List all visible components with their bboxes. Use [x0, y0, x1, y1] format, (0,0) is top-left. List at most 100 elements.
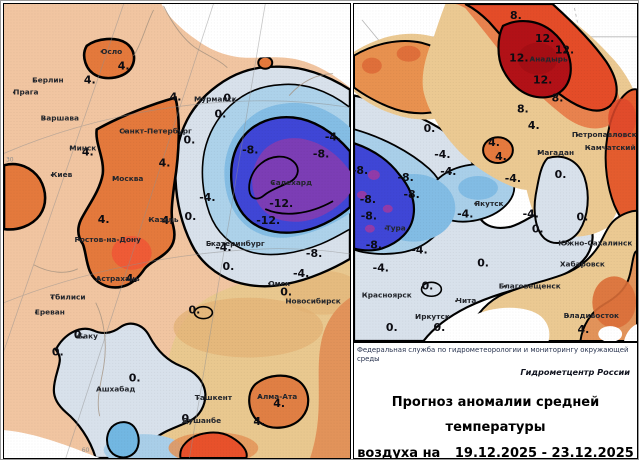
- contour-value-label: 0.: [434, 321, 446, 334]
- contour-value-label: 0.: [184, 133, 196, 146]
- contour-value-label: -8.: [398, 171, 414, 184]
- city-marker-dot: [258, 395, 261, 399]
- left-coastline-layer: [33, 5, 334, 417]
- city-label: Южно-Сахалинск: [558, 239, 632, 248]
- contour-value-label: -8.: [354, 164, 368, 177]
- city-label: Чита: [456, 296, 476, 305]
- city-marker-dot: [566, 314, 570, 318]
- contour-value-label: -8.: [313, 147, 329, 160]
- contour-value-label: -8.: [366, 239, 382, 252]
- contour-value-label: -8.: [306, 247, 322, 260]
- city-marker-dot: [415, 315, 418, 319]
- contour-value-label: -4.: [523, 208, 539, 221]
- contour-value-label: 4.: [495, 150, 507, 163]
- right-city-labels-layer: Анадырь Петропавловск Камчатский Магадан Яку…: [362, 55, 637, 321]
- city-label: Берлин: [32, 76, 64, 85]
- city-label: Прага: [13, 88, 38, 97]
- contour-value-label: 4.: [528, 119, 540, 132]
- city-label: Омск: [268, 279, 290, 288]
- city-marker-dot: [272, 181, 275, 185]
- contour-value-label: 0.: [577, 211, 589, 224]
- left-map-panel: 4. 4. 4. 4. 4. 0. 0. 0. -4. -8. -8. -4. -12. -12. 0. 4.…: [3, 3, 351, 459]
- city-label: Благовещенск: [499, 281, 561, 290]
- city-label: Салехард: [270, 178, 312, 187]
- city-label: Баку: [78, 332, 99, 341]
- contour-value-label: 4.: [82, 145, 94, 158]
- city-label: Мурманск: [194, 95, 237, 104]
- left-city-labels-layer: Осло Берлин Прага Варшава Минск Санкт-Петербу…: [12, 47, 341, 425]
- city-marker-dot: [97, 277, 100, 280]
- city-label: Анадырь: [530, 55, 569, 64]
- city-marker-dot: [148, 218, 151, 221]
- city-marker-dot: [364, 293, 367, 297]
- left-meridian-labels-layer: 30 60: [6, 156, 90, 454]
- city-label: Ереван: [35, 308, 65, 317]
- contour-value-label: 4.: [98, 213, 110, 226]
- city-label: Ташкент: [195, 393, 233, 402]
- city-marker-dot: [576, 133, 579, 137]
- city-label: Тбилиси: [50, 293, 85, 302]
- contour-value-label: 0.: [189, 304, 201, 317]
- contour-value-label: 4.: [273, 397, 285, 410]
- contour-value-label: -4.: [199, 191, 215, 204]
- contour-value-label: 4.: [159, 156, 171, 169]
- contour-value-label: 0.: [386, 321, 398, 334]
- contour-value-label: 4.: [170, 91, 182, 104]
- city-label: Киев: [51, 170, 72, 179]
- contour-value-label: 12.: [555, 44, 574, 57]
- city-label: Камчатский: [585, 143, 636, 152]
- city-label: Москва: [112, 174, 143, 183]
- city-marker-dot: [98, 388, 102, 391]
- contour-value-label: 8.: [552, 91, 564, 104]
- right-contour-labels-layer: 8.12.12.12.12.8.8.4.0.4.-4.4.-8.-4.0.-8.…: [354, 9, 589, 336]
- city-marker-dot: [384, 227, 387, 230]
- city-label: Хабаровск: [560, 259, 605, 268]
- city-label: Варшава: [41, 113, 79, 122]
- city-label: Санкт-Петербург: [119, 126, 192, 135]
- right-map-panel: 8.12.12.12.12.8.8.4.0.4.-4.4.-8.-4.0.-8.…: [353, 3, 638, 342]
- contour-value-label: 4.: [118, 60, 130, 73]
- city-marker-dot: [288, 300, 291, 303]
- contour-value-label: 0.: [280, 286, 292, 299]
- city-marker-dot: [538, 151, 541, 155]
- city-marker-dot: [32, 79, 36, 82]
- left-map-svg: 4.4.4.4.4.0.0.0. -4.-8. -8.-4. -12.-12.0.4.…: [4, 4, 350, 458]
- meridian-label: 60: [82, 447, 90, 454]
- contour-value-label: -4.: [373, 261, 389, 274]
- city-marker-dot: [561, 263, 565, 266]
- left-contour-labels-layer: 4.4.4.4.4.0.0.0. -4.-8. -8.-4. -12.-12.0.4.…: [52, 60, 341, 428]
- right-map-svg: 8.12.12.12.12.8.8.4.0.4.-4.4.-8.-4.0.-8.…: [354, 4, 637, 341]
- city-label: Минск: [69, 143, 96, 152]
- contour-value-label: 0.: [424, 122, 436, 135]
- halftone-overlay: [354, 4, 637, 341]
- contour-value-label: 4.: [126, 272, 138, 285]
- contour-value-label: 4.: [253, 415, 265, 428]
- contour-value-label: 4.: [578, 323, 590, 336]
- contour-value-label: -4.: [293, 267, 309, 280]
- hydromet-center-line: Гидрометцентр России: [520, 366, 630, 377]
- contour-value-label: 12.: [535, 32, 554, 45]
- city-marker-dot: [503, 285, 506, 288]
- contour-value-label: 12.: [533, 74, 552, 87]
- city-marker-dot: [50, 173, 53, 177]
- contour-value-label: 0.: [222, 260, 234, 273]
- contour-value-label: 0.: [555, 168, 567, 181]
- city-marker-dot: [565, 242, 568, 245]
- contour-value-label: 0.: [532, 223, 544, 236]
- contour-value-label: 0.: [422, 279, 434, 292]
- city-label: Красноярск: [362, 290, 412, 299]
- contour-value-label: 4.: [84, 74, 96, 87]
- city-label: Владивосток: [564, 311, 619, 320]
- city-marker-dot: [76, 335, 79, 338]
- city-marker-dot: [77, 238, 80, 241]
- city-marker-dot: [587, 146, 590, 150]
- right-anomaly-field-layer: [354, 4, 637, 341]
- contour-value-label: 0.: [185, 210, 197, 223]
- city-label: Осло: [101, 47, 122, 56]
- city-marker-dot: [112, 177, 115, 181]
- contour-value-label: -4.: [325, 130, 341, 143]
- city-marker-dot: [196, 396, 199, 400]
- contour-value-label: 4.: [162, 214, 174, 227]
- halftone-overlay: [4, 4, 350, 458]
- contour-value-label: 0.: [74, 329, 86, 342]
